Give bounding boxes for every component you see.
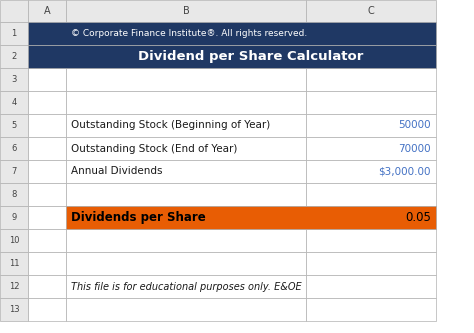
Bar (28, 22, 436, 45)
Bar (306, 206, 436, 229)
Text: 13: 13 (9, 305, 19, 314)
Text: © Corporate Finance Institute®. All rights reserved.: © Corporate Finance Institute®. All righ… (71, 29, 307, 38)
Text: C: C (368, 6, 374, 16)
Bar (28, 160, 66, 183)
Bar (0, 114, 28, 137)
Bar (0, 0, 28, 22)
Bar (306, 229, 436, 252)
Bar (306, 45, 436, 68)
Bar (0, 298, 28, 321)
Bar (306, 137, 436, 160)
Bar (306, 275, 436, 298)
Bar (66, 298, 306, 321)
Bar (28, 45, 66, 68)
Bar (66, 206, 306, 229)
Bar (28, 206, 66, 229)
Bar (0, 137, 28, 160)
Text: Dividends per Share: Dividends per Share (71, 211, 206, 224)
Bar (28, 229, 66, 252)
Text: Outstanding Stock (Beginning of Year): Outstanding Stock (Beginning of Year) (71, 121, 270, 131)
Text: B: B (182, 6, 190, 16)
Bar (306, 0, 436, 22)
Bar (28, 183, 66, 206)
Bar (28, 68, 66, 91)
Bar (0, 183, 28, 206)
Bar (28, 22, 66, 45)
Bar (28, 252, 66, 275)
Bar (28, 298, 66, 321)
Bar (28, 45, 436, 68)
Bar (306, 298, 436, 321)
Bar (66, 0, 306, 22)
Bar (66, 229, 306, 252)
Bar (306, 91, 436, 114)
Bar (66, 252, 306, 275)
Bar (66, 45, 306, 68)
Text: 5: 5 (11, 121, 17, 130)
Bar (306, 68, 436, 91)
Bar (0, 22, 28, 45)
Bar (66, 160, 306, 183)
Bar (306, 252, 436, 275)
Bar (0, 45, 28, 68)
Text: 2: 2 (11, 52, 17, 61)
Bar (0, 229, 28, 252)
Text: This file is for educational purposes only. E&OE: This file is for educational purposes on… (71, 281, 301, 291)
Text: 50000: 50000 (398, 121, 431, 131)
Text: 6: 6 (11, 144, 17, 153)
Text: Dividend per Share Calculator: Dividend per Share Calculator (138, 50, 364, 63)
Text: 12: 12 (9, 282, 19, 291)
Bar (28, 0, 66, 22)
Text: 1: 1 (11, 29, 17, 38)
Text: A: A (44, 6, 50, 16)
Bar (0, 91, 28, 114)
Bar (66, 91, 306, 114)
Bar (66, 275, 306, 298)
Bar (0, 275, 28, 298)
Bar (306, 114, 436, 137)
Text: Annual Dividends: Annual Dividends (71, 166, 163, 176)
Text: 70000: 70000 (398, 144, 431, 154)
Bar (66, 183, 306, 206)
Bar (28, 275, 66, 298)
Bar (66, 137, 306, 160)
Bar (28, 91, 66, 114)
Bar (0, 68, 28, 91)
Text: 9: 9 (11, 213, 17, 222)
Bar (306, 160, 436, 183)
Bar (66, 22, 306, 45)
Text: Outstanding Stock (End of Year): Outstanding Stock (End of Year) (71, 144, 237, 154)
Text: 3: 3 (11, 75, 17, 84)
Text: 0.05: 0.05 (405, 211, 431, 224)
Text: 7: 7 (11, 167, 17, 176)
Bar (306, 22, 436, 45)
Bar (0, 252, 28, 275)
Bar (28, 137, 66, 160)
Bar (28, 114, 66, 137)
Text: 4: 4 (11, 98, 17, 107)
Text: 10: 10 (9, 236, 19, 245)
Text: 8: 8 (11, 190, 17, 199)
Bar (0, 160, 28, 183)
Bar (0, 206, 28, 229)
Bar (66, 206, 436, 229)
Bar (306, 183, 436, 206)
Text: $3,000.00: $3,000.00 (379, 166, 431, 176)
Bar (66, 114, 306, 137)
Bar (66, 68, 306, 91)
Text: 11: 11 (9, 259, 19, 268)
